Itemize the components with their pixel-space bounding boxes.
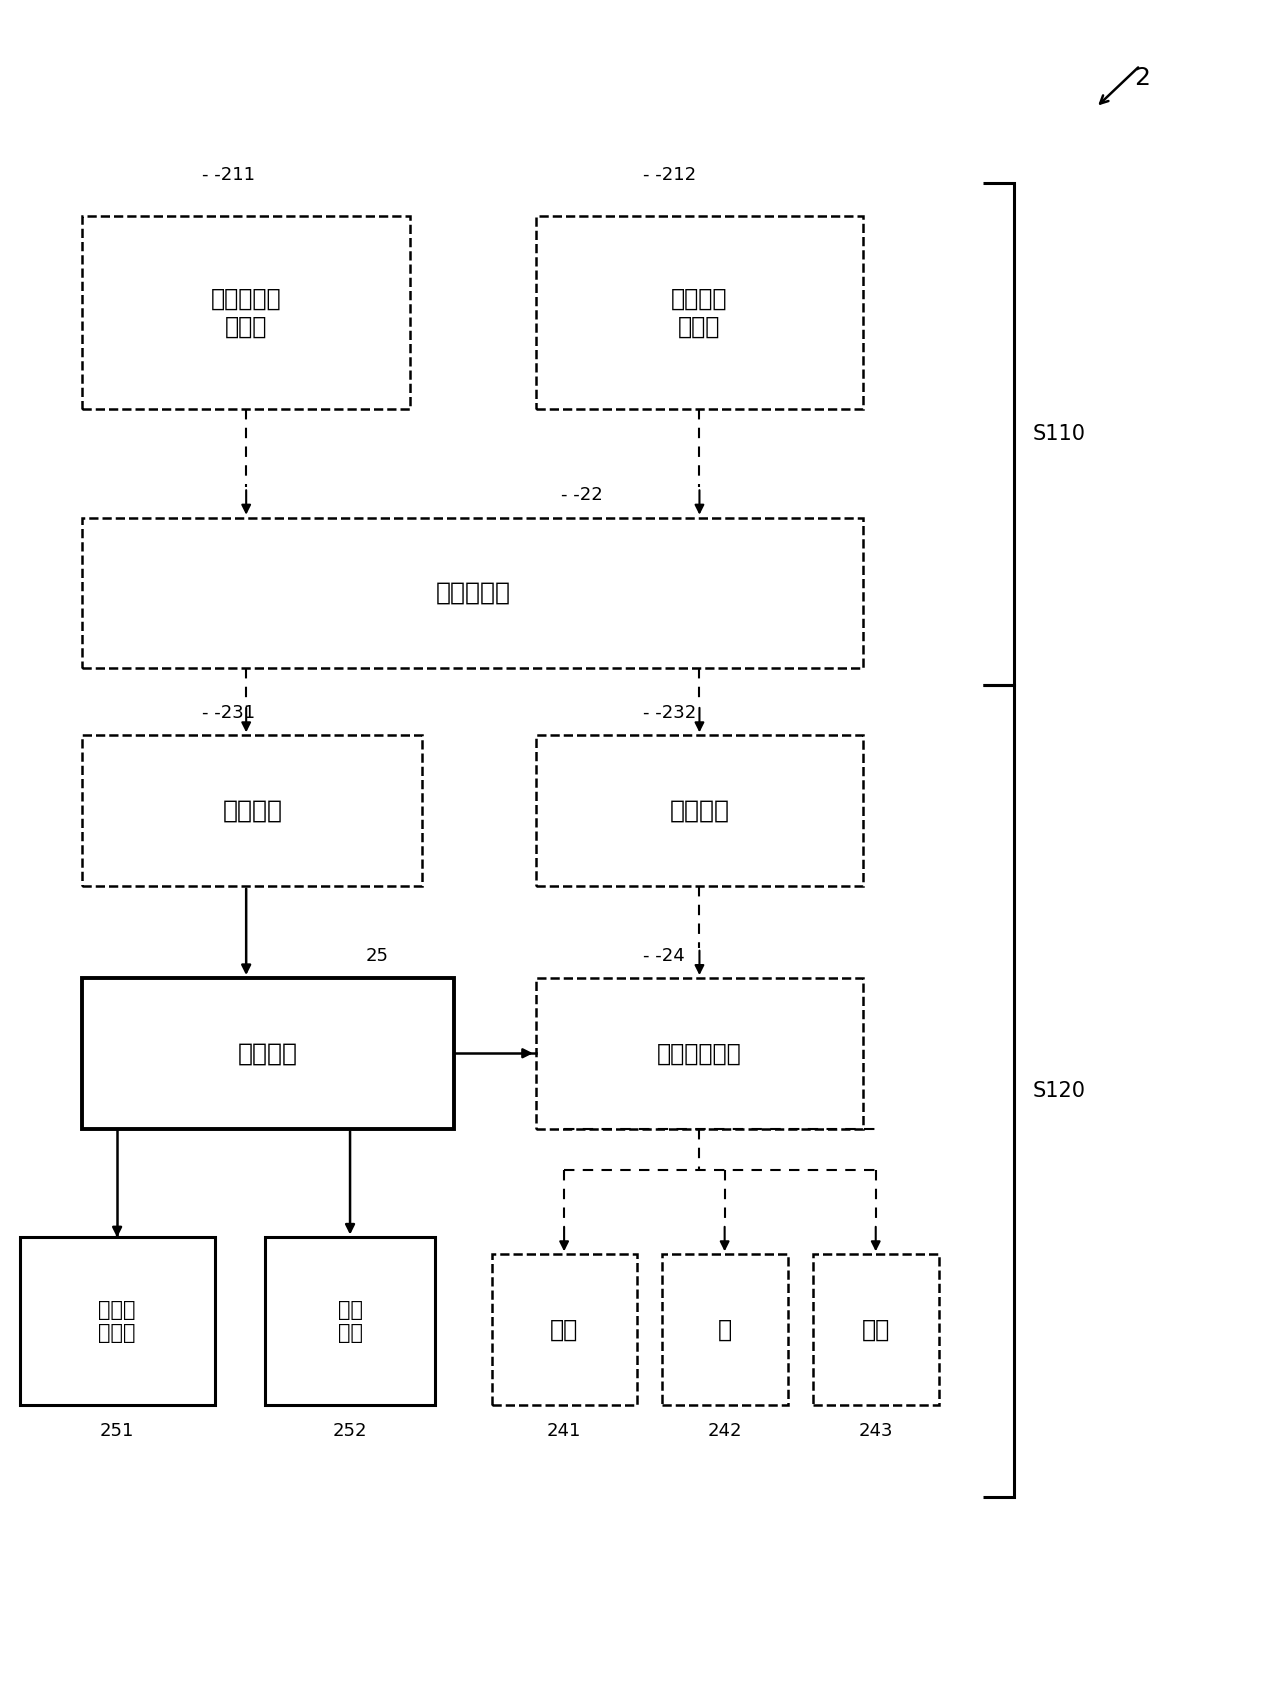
Text: 242: 242	[708, 1421, 742, 1440]
FancyBboxPatch shape	[83, 518, 863, 668]
Text: - -24: - -24	[643, 947, 685, 964]
Text: S120: S120	[1034, 1080, 1086, 1101]
Text: - -232: - -232	[643, 704, 696, 722]
Text: 醇类溶液: 醇类溶液	[670, 798, 729, 822]
Text: 2: 2	[1134, 66, 1150, 89]
Text: - -212: - -212	[643, 167, 696, 184]
Text: 生质柴油: 生质柴油	[223, 798, 283, 822]
Text: 醇类: 醇类	[550, 1318, 578, 1342]
FancyBboxPatch shape	[19, 1237, 215, 1404]
FancyBboxPatch shape	[536, 216, 863, 408]
Text: 25: 25	[365, 947, 388, 964]
Text: 241: 241	[547, 1421, 582, 1440]
Text: 含有脂肪酸
的原料: 含有脂肪酸 的原料	[211, 287, 281, 338]
Text: 甘油: 甘油	[862, 1318, 890, 1342]
FancyBboxPatch shape	[536, 736, 863, 886]
Text: 精炼手段: 精炼手段	[238, 1041, 298, 1065]
Text: 251: 251	[99, 1421, 135, 1440]
Text: - -211: - -211	[202, 167, 255, 184]
FancyBboxPatch shape	[83, 216, 410, 408]
Text: S110: S110	[1034, 424, 1086, 444]
Text: 气液分离手段: 气液分离手段	[657, 1041, 742, 1065]
Text: 转脂化反应: 转脂化反应	[435, 581, 510, 604]
Text: - -231: - -231	[202, 704, 255, 722]
FancyBboxPatch shape	[812, 1254, 938, 1404]
Text: 含有醇类
的原料: 含有醇类 的原料	[671, 287, 728, 338]
FancyBboxPatch shape	[536, 977, 863, 1129]
FancyBboxPatch shape	[662, 1254, 788, 1404]
FancyBboxPatch shape	[83, 977, 454, 1129]
Text: 精炼生
质柴油: 精炼生 质柴油	[98, 1300, 136, 1342]
Text: 243: 243	[858, 1421, 892, 1440]
Text: - -22: - -22	[561, 486, 602, 505]
FancyBboxPatch shape	[265, 1237, 435, 1404]
Text: 水: 水	[718, 1318, 732, 1342]
FancyBboxPatch shape	[83, 736, 423, 886]
Text: 醇类
溶液: 醇类 溶液	[337, 1300, 363, 1342]
FancyBboxPatch shape	[491, 1254, 636, 1404]
Text: 252: 252	[332, 1421, 368, 1440]
